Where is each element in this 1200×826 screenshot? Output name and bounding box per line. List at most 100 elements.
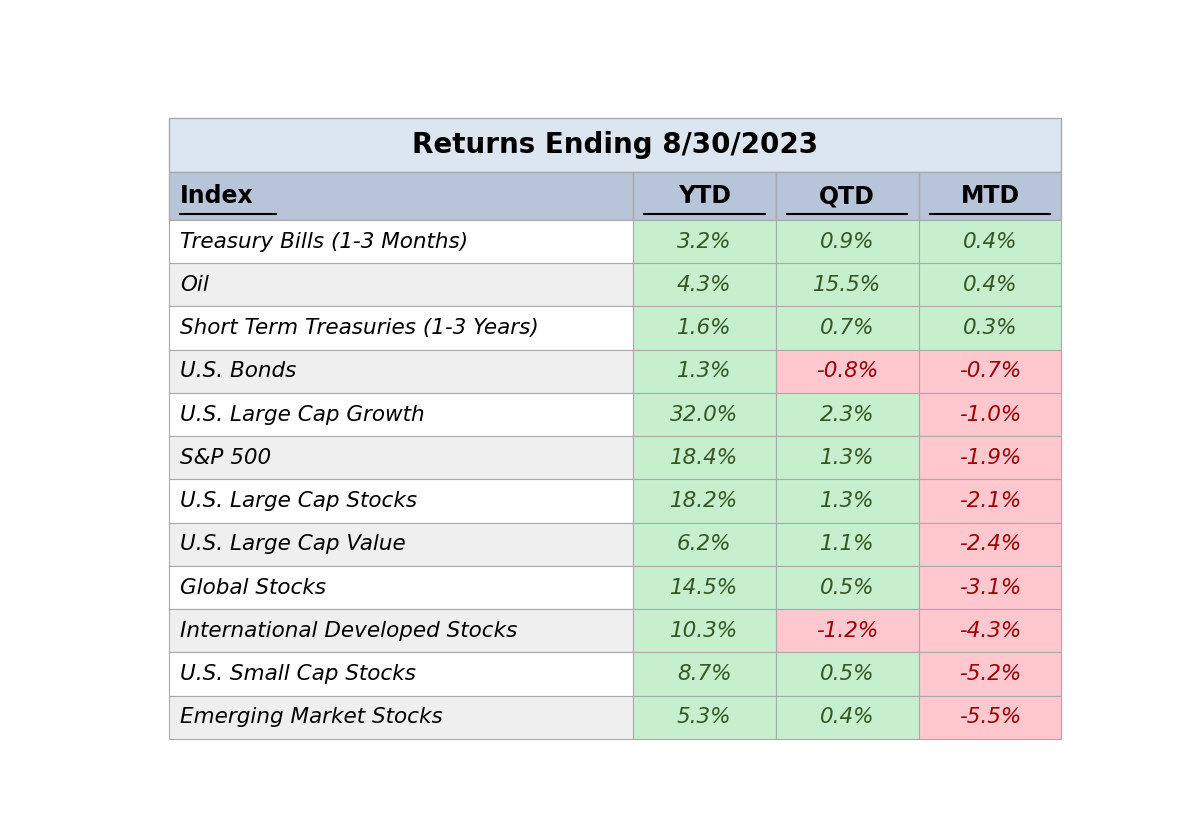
Text: -0.7%: -0.7% (959, 361, 1021, 382)
FancyBboxPatch shape (632, 653, 775, 695)
FancyBboxPatch shape (168, 523, 632, 566)
FancyBboxPatch shape (775, 220, 918, 263)
FancyBboxPatch shape (168, 306, 632, 349)
FancyBboxPatch shape (918, 653, 1061, 695)
FancyBboxPatch shape (918, 393, 1061, 436)
Text: MTD: MTD (960, 184, 1020, 208)
FancyBboxPatch shape (168, 173, 632, 220)
Text: S&P 500: S&P 500 (180, 448, 271, 468)
FancyBboxPatch shape (775, 479, 918, 523)
Text: 0.9%: 0.9% (820, 231, 875, 252)
FancyBboxPatch shape (775, 173, 918, 220)
Text: -1.2%: -1.2% (816, 621, 878, 641)
Text: YTD: YTD (678, 184, 731, 208)
FancyBboxPatch shape (168, 220, 632, 263)
FancyBboxPatch shape (632, 173, 775, 220)
Text: 14.5%: 14.5% (671, 577, 738, 597)
Text: Short Term Treasuries (1-3 Years): Short Term Treasuries (1-3 Years) (180, 318, 539, 338)
Text: 0.4%: 0.4% (820, 707, 875, 728)
FancyBboxPatch shape (168, 566, 632, 610)
Text: 2.3%: 2.3% (820, 405, 875, 425)
Text: U.S. Bonds: U.S. Bonds (180, 361, 296, 382)
FancyBboxPatch shape (632, 523, 775, 566)
Text: -5.5%: -5.5% (959, 707, 1021, 728)
Text: 1.6%: 1.6% (677, 318, 732, 338)
FancyBboxPatch shape (775, 695, 918, 739)
FancyBboxPatch shape (632, 220, 775, 263)
Text: Treasury Bills (1-3 Months): Treasury Bills (1-3 Months) (180, 231, 468, 252)
Text: -1.9%: -1.9% (959, 448, 1021, 468)
FancyBboxPatch shape (168, 479, 632, 523)
Text: -1.0%: -1.0% (959, 405, 1021, 425)
FancyBboxPatch shape (632, 263, 775, 306)
FancyBboxPatch shape (775, 306, 918, 349)
FancyBboxPatch shape (775, 566, 918, 610)
FancyBboxPatch shape (168, 610, 632, 653)
Text: 1.3%: 1.3% (677, 361, 732, 382)
Text: -3.1%: -3.1% (959, 577, 1021, 597)
FancyBboxPatch shape (168, 118, 1062, 173)
Text: Returns Ending 8/30/2023: Returns Ending 8/30/2023 (412, 131, 818, 159)
Text: 3.2%: 3.2% (677, 231, 732, 252)
Text: 0.3%: 0.3% (962, 318, 1018, 338)
Text: 0.5%: 0.5% (820, 664, 875, 684)
Text: 18.2%: 18.2% (671, 491, 738, 511)
Text: U.S. Large Cap Value: U.S. Large Cap Value (180, 534, 406, 554)
Text: 4.3%: 4.3% (677, 275, 732, 295)
Text: -2.1%: -2.1% (959, 491, 1021, 511)
FancyBboxPatch shape (168, 393, 632, 436)
Text: Emerging Market Stocks: Emerging Market Stocks (180, 707, 443, 728)
FancyBboxPatch shape (632, 695, 775, 739)
Text: 18.4%: 18.4% (671, 448, 738, 468)
Text: QTD: QTD (820, 184, 875, 208)
Text: 6.2%: 6.2% (677, 534, 732, 554)
Text: -4.3%: -4.3% (959, 621, 1021, 641)
FancyBboxPatch shape (632, 610, 775, 653)
FancyBboxPatch shape (918, 436, 1061, 479)
Text: U.S. Small Cap Stocks: U.S. Small Cap Stocks (180, 664, 415, 684)
Text: 32.0%: 32.0% (671, 405, 738, 425)
Text: Oil: Oil (180, 275, 209, 295)
FancyBboxPatch shape (775, 349, 918, 393)
Text: 15.5%: 15.5% (814, 275, 881, 295)
FancyBboxPatch shape (918, 566, 1061, 610)
FancyBboxPatch shape (918, 610, 1061, 653)
FancyBboxPatch shape (775, 523, 918, 566)
Text: U.S. Large Cap Stocks: U.S. Large Cap Stocks (180, 491, 416, 511)
FancyBboxPatch shape (918, 349, 1061, 393)
FancyBboxPatch shape (918, 173, 1061, 220)
FancyBboxPatch shape (168, 653, 632, 695)
Text: 0.7%: 0.7% (820, 318, 875, 338)
Text: Global Stocks: Global Stocks (180, 577, 326, 597)
Text: Index: Index (180, 184, 253, 208)
FancyBboxPatch shape (168, 349, 632, 393)
FancyBboxPatch shape (168, 695, 632, 739)
FancyBboxPatch shape (168, 436, 632, 479)
FancyBboxPatch shape (775, 653, 918, 695)
Text: 0.5%: 0.5% (820, 577, 875, 597)
FancyBboxPatch shape (775, 610, 918, 653)
FancyBboxPatch shape (632, 306, 775, 349)
FancyBboxPatch shape (918, 220, 1061, 263)
Text: 5.3%: 5.3% (677, 707, 732, 728)
FancyBboxPatch shape (632, 479, 775, 523)
Text: 1.1%: 1.1% (820, 534, 875, 554)
FancyBboxPatch shape (632, 349, 775, 393)
FancyBboxPatch shape (918, 306, 1061, 349)
FancyBboxPatch shape (918, 263, 1061, 306)
FancyBboxPatch shape (632, 436, 775, 479)
Text: -0.8%: -0.8% (816, 361, 878, 382)
Text: -2.4%: -2.4% (959, 534, 1021, 554)
Text: 8.7%: 8.7% (677, 664, 732, 684)
FancyBboxPatch shape (918, 695, 1061, 739)
FancyBboxPatch shape (918, 479, 1061, 523)
FancyBboxPatch shape (775, 436, 918, 479)
Text: -5.2%: -5.2% (959, 664, 1021, 684)
FancyBboxPatch shape (168, 263, 632, 306)
Text: 10.3%: 10.3% (671, 621, 738, 641)
FancyBboxPatch shape (775, 393, 918, 436)
Text: 1.3%: 1.3% (820, 448, 875, 468)
Text: International Developed Stocks: International Developed Stocks (180, 621, 517, 641)
FancyBboxPatch shape (775, 263, 918, 306)
Text: 1.3%: 1.3% (820, 491, 875, 511)
